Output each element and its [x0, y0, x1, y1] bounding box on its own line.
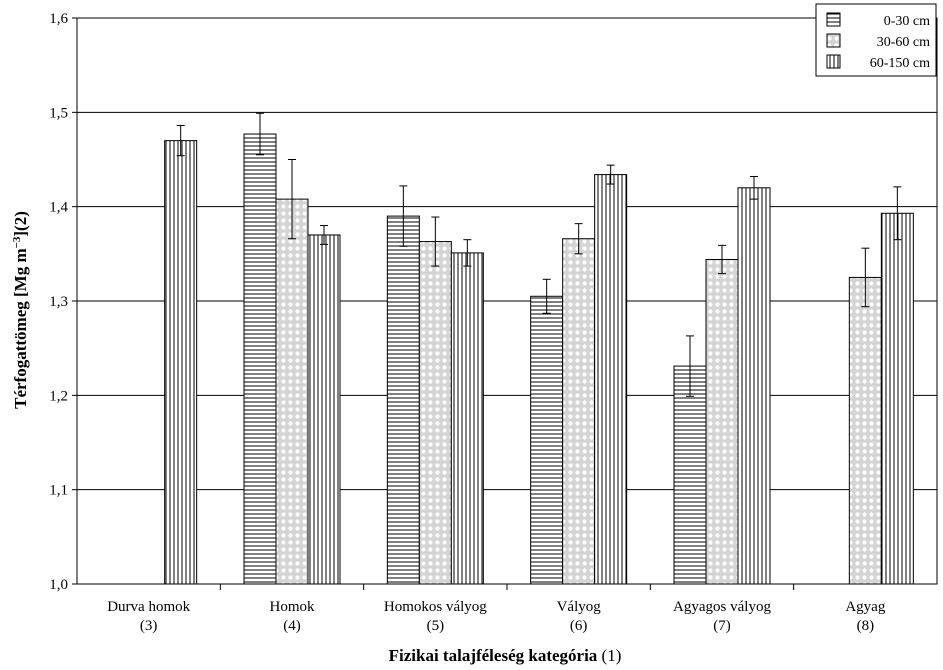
y-tick-label: 1,2 — [49, 388, 68, 404]
error-bar — [542, 278, 551, 314]
error-bar — [686, 335, 694, 397]
legend-label: 0-30 cm — [884, 14, 930, 29]
error-bar — [431, 216, 440, 267]
x-axis-title: Fizikai talajféleség kategória (1) — [389, 646, 622, 665]
legend-swatch — [826, 12, 841, 27]
y-axis-ticks: 1,0 1,1 1,2 1,3 1,4 1,5 1,6 — [49, 11, 77, 593]
bar — [594, 174, 628, 585]
bar — [450, 252, 484, 585]
bar — [275, 198, 309, 585]
y-tick-label: 1,6 — [49, 11, 68, 27]
x-category-label: Agyag — [845, 599, 885, 615]
bar — [307, 234, 341, 585]
bar — [737, 187, 771, 585]
x-category-code: (4) — [283, 618, 301, 634]
bar — [562, 238, 596, 585]
bar — [164, 140, 198, 585]
x-category-code: (6) — [570, 618, 588, 634]
y-tick-label: 1,0 — [49, 577, 68, 593]
error-bar — [574, 223, 583, 255]
legend-swatch — [826, 33, 841, 48]
x-category-code: (7) — [713, 618, 731, 634]
error-bar — [399, 185, 408, 247]
error-bar — [463, 239, 472, 267]
bars — [164, 133, 914, 585]
y-tick-label: 1,1 — [49, 483, 68, 499]
legend: 0-30 cm 30-60 cm 60-150 cm — [815, 3, 937, 77]
error-bars — [176, 112, 902, 397]
y-axis-title: Térfogattömeg [Mg m−3](2) — [11, 211, 30, 409]
x-category-code: (8) — [857, 618, 875, 634]
bar — [243, 133, 277, 585]
x-category-label: Vályog — [557, 599, 602, 615]
bar — [705, 258, 739, 585]
y-tick-label: 1,5 — [49, 105, 68, 121]
error-bar — [320, 225, 328, 245]
bar — [848, 276, 882, 585]
legend-swatch — [826, 54, 841, 69]
gridlines — [77, 111, 937, 491]
x-category-code: (5) — [427, 618, 445, 634]
error-bar — [861, 247, 870, 308]
x-category-label: Agyagos vályog — [673, 599, 771, 615]
bar — [418, 241, 452, 585]
axes — [76, 17, 938, 590]
error-bar — [893, 186, 902, 241]
x-category-label: Homok — [270, 599, 316, 615]
legend-label: 60-150 cm — [870, 56, 930, 71]
bar — [386, 215, 420, 585]
y-tick-label: 1,3 — [49, 294, 68, 310]
x-category-code: (3) — [140, 618, 158, 634]
error-bar — [606, 164, 615, 185]
bar — [530, 295, 564, 585]
error-bar — [718, 244, 726, 275]
error-bar — [256, 112, 264, 156]
bar — [673, 365, 707, 585]
error-bar — [750, 175, 758, 200]
x-category-label: Homokos vályog — [384, 599, 487, 615]
x-category-label: Durva homok — [107, 599, 190, 615]
y-tick-label: 1,4 — [49, 200, 68, 216]
x-axis-category-labels: Durva homok (3) Homok (4) Homokos vályog (5) V… — [107, 599, 886, 634]
legend-label: 30-60 cm — [877, 35, 930, 50]
error-bar — [176, 125, 185, 157]
bar — [880, 212, 914, 585]
error-bar — [288, 159, 296, 240]
